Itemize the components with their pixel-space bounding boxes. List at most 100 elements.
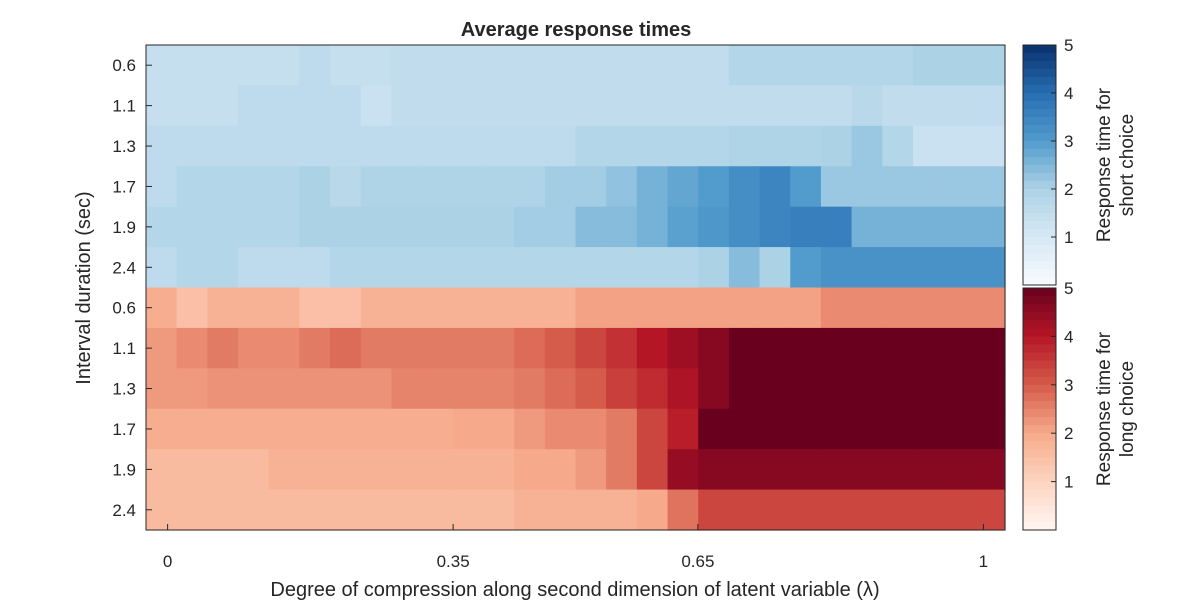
heatmap-cell [698, 489, 730, 531]
heatmap-cell [974, 85, 1006, 127]
heatmap-cell [299, 166, 331, 208]
heatmap-cell [360, 449, 393, 491]
heatmap-cell [606, 408, 638, 450]
heatmap-cell [759, 85, 791, 127]
heatmap-cell [207, 408, 239, 450]
heatmap-cell [698, 368, 730, 410]
heatmap-cell [238, 368, 270, 410]
heatmap-cell [759, 45, 791, 87]
colorbar-long-choice: 1 2 3 4 5 Response time forlong choice [1022, 279, 1138, 531]
colorbar-swatch [1023, 229, 1056, 238]
colorbar-tick-label: 1 [1064, 473, 1073, 492]
heatmap-cell [330, 327, 362, 369]
colorbar-swatch [1023, 189, 1056, 198]
colorbar-swatch [1023, 133, 1056, 142]
heatmap-cell [790, 206, 822, 248]
heatmap-cell [728, 206, 761, 248]
heatmap-cell [268, 449, 300, 491]
heatmap-cell [820, 489, 853, 531]
heatmap-cell [422, 206, 454, 248]
heatmap-cell [207, 85, 239, 127]
x-tick-labels: 0 0.35 0.65 1 [163, 524, 988, 571]
x-tick-label: 0 [163, 552, 172, 571]
heatmap-cell [790, 489, 822, 531]
colorbar-swatch [1023, 205, 1056, 214]
heatmap-cell [728, 449, 761, 491]
heatmap-cell [820, 85, 853, 127]
colorbar-tick-label: 2 [1064, 424, 1073, 443]
heatmap-cell [698, 449, 730, 491]
heatmap-cell [299, 449, 331, 491]
chart-title: Average response times [461, 19, 691, 41]
heatmap-cell [514, 247, 546, 289]
colorbar-swatch [1023, 125, 1056, 134]
heatmap-cell [606, 449, 638, 491]
heatmap-cell [176, 166, 208, 208]
colorbar-tick-label: 3 [1064, 376, 1073, 395]
heatmap-cell [728, 368, 761, 410]
heatmap-cell [422, 287, 454, 329]
heatmap-cell [238, 125, 270, 167]
heatmap-cell [698, 408, 730, 450]
colorbar-frame [1022, 287, 1057, 531]
y-tick-labels: 0.6 1.1 1.3 1.7 1.9 2.4 0.6 1.1 1.3 1.7 1.9 2.4 [112, 56, 152, 520]
heatmap-cell [728, 287, 761, 329]
plot-frame [145, 44, 1006, 531]
heatmap-cells [146, 45, 1006, 531]
heatmap-cell [483, 206, 515, 248]
heatmap-cell [667, 449, 699, 491]
heatmap-cell [544, 408, 577, 450]
heatmap-cell [698, 206, 730, 248]
heatmap-cell [238, 45, 270, 87]
colorbar-swatch [1023, 173, 1056, 182]
heatmap-cell [667, 85, 699, 127]
colorbar-swatch [1023, 101, 1056, 110]
heatmap-cell [207, 327, 239, 369]
heatmap-cell [544, 489, 577, 531]
heatmap-cell [851, 166, 883, 208]
colorbar-swatch [1023, 513, 1056, 523]
heatmap-cell [912, 247, 945, 289]
heatmap-cell [299, 206, 331, 248]
heatmap-cell [391, 247, 423, 289]
heatmap-cell [544, 166, 577, 208]
colorbar-swatch [1023, 344, 1056, 354]
heatmap-cell [759, 327, 791, 369]
heatmap-cell [452, 368, 485, 410]
heatmap-cell [299, 408, 331, 450]
heatmap-cell [330, 449, 362, 491]
heatmap-cell [299, 45, 331, 87]
heatmap-cell [943, 247, 975, 289]
heatmap-cell [452, 85, 485, 127]
heatmap-cell [299, 85, 331, 127]
heatmap-cell [391, 287, 423, 329]
heatmap-cell [667, 206, 699, 248]
heatmap-cell [728, 125, 761, 167]
heatmap-cell [299, 327, 331, 369]
heatmap-cell [728, 247, 761, 289]
colorbar-swatch [1023, 237, 1056, 246]
heatmap-cell [974, 408, 1006, 450]
colorbar-label: Response time forlong choice [1094, 331, 1138, 486]
y-tick-label: 1.3 [112, 380, 136, 399]
heatmap-cell [851, 206, 883, 248]
heatmap-cell [514, 85, 546, 127]
heatmap-cell [575, 166, 607, 208]
heatmap-cell [912, 408, 945, 450]
heatmap-cell [851, 489, 883, 531]
heatmap-cell [974, 327, 1006, 369]
heatmap-cell [790, 125, 822, 167]
heatmap-cell [606, 85, 638, 127]
heatmap-cell [636, 287, 669, 329]
heatmap-cell [544, 327, 577, 369]
y-tick-label: 0.6 [112, 56, 136, 75]
heatmap-cell [698, 247, 730, 289]
heatmap-cell [268, 125, 300, 167]
heatmap-cell [360, 206, 393, 248]
heatmap-cell [728, 408, 761, 450]
heatmap-cell [728, 85, 761, 127]
heatmap-cell [176, 489, 208, 531]
heatmap-cell [820, 206, 853, 248]
heatmap-cell [606, 287, 638, 329]
heatmap-cell [452, 125, 485, 167]
